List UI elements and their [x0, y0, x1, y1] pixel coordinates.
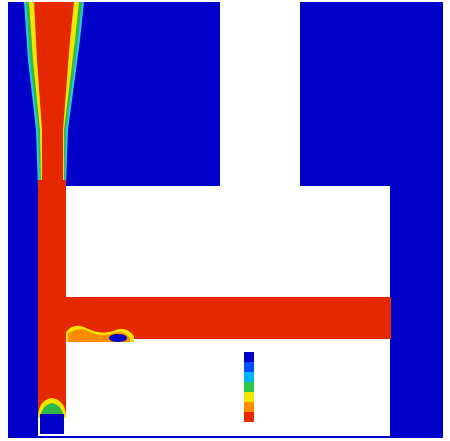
- droplet-core: [40, 414, 64, 434]
- colorbar-swatch: [244, 382, 254, 392]
- colorbar: [244, 352, 254, 422]
- colorbar-swatch: [244, 402, 254, 412]
- colorbar-swatch: [244, 362, 254, 372]
- colorbar-swatch: [244, 372, 254, 382]
- colorbar-swatch: [244, 392, 254, 402]
- colorbar-swatch: [244, 412, 254, 422]
- vertical-side-channel: [220, 2, 300, 188]
- jet-core: [34, 2, 74, 185]
- colorbar-swatch: [244, 352, 254, 362]
- stream-wave-blob: [109, 334, 127, 342]
